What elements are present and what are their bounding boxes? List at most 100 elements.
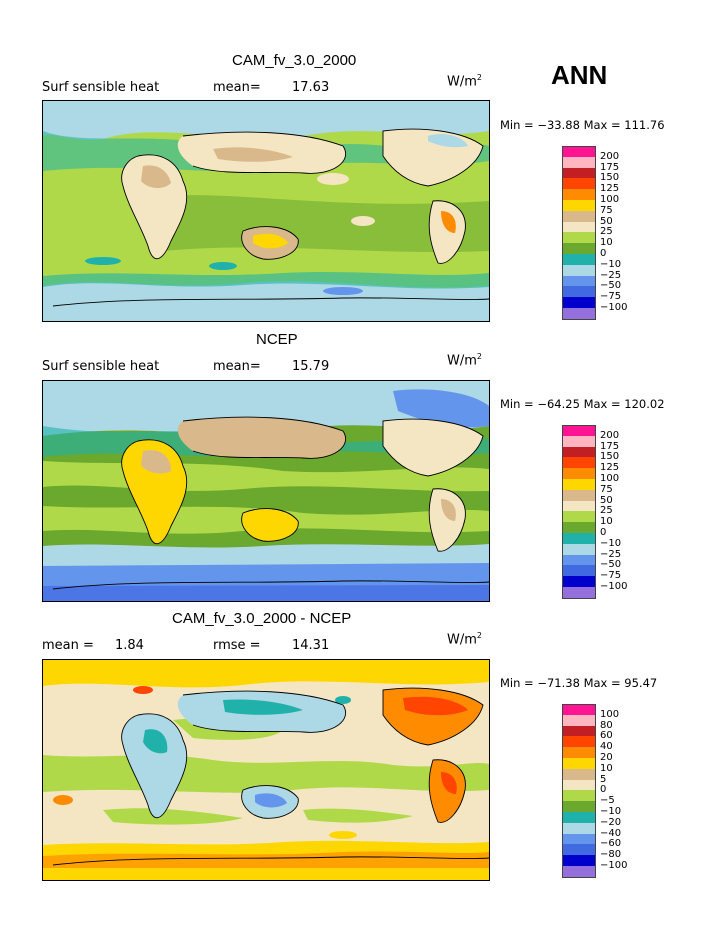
panel1-mean-value: 17.63 xyxy=(292,80,330,95)
legend-level-label: −75 xyxy=(600,291,622,303)
panel3-title: CAM_fv_3.0_2000 - NCEP xyxy=(172,610,352,627)
legend-swatch xyxy=(562,286,596,298)
legend-swatch xyxy=(562,189,596,200)
legend-level-label: 75 xyxy=(600,483,613,495)
legend-level-label: −100 xyxy=(600,860,628,871)
legend-level-label: −100 xyxy=(600,581,628,592)
legend-level-label: −40 xyxy=(600,827,622,839)
legend-level-label: 200 xyxy=(600,150,620,162)
legend-level-label: 150 xyxy=(600,451,620,463)
panel3-mean-label: mean = xyxy=(42,638,94,653)
legend-swatch xyxy=(562,844,596,856)
legend-level-label: −50 xyxy=(600,280,622,292)
legend-level-label: 25 xyxy=(600,505,613,517)
legend-level-label: −10 xyxy=(600,537,622,549)
legend-level-label: 175 xyxy=(600,440,620,452)
panel1-map xyxy=(42,100,490,322)
legend-swatch xyxy=(562,822,596,834)
legend-level-label: −20 xyxy=(600,816,622,828)
panel1-variable-label: Surf sensible heat xyxy=(42,80,160,95)
legend-level-label: 100 xyxy=(600,194,620,205)
legend-swatch xyxy=(562,790,596,802)
legend-level-label: −25 xyxy=(600,548,622,560)
legend-level-label: 100 xyxy=(600,708,620,720)
legend-swatch xyxy=(562,725,596,737)
legend-swatch xyxy=(562,210,596,222)
legend-swatch xyxy=(562,511,596,523)
legend-swatch xyxy=(562,308,596,320)
legend-swatch xyxy=(562,779,596,791)
legend-level-label: 0 xyxy=(600,248,607,259)
legend-swatch xyxy=(562,533,596,544)
panel2-map xyxy=(42,380,490,602)
legend-swatch xyxy=(562,264,596,276)
legend-swatch xyxy=(562,587,596,599)
legend-swatch xyxy=(562,457,596,469)
panel2-mean-value: 15.79 xyxy=(292,359,330,374)
panel1-mean-label: mean= xyxy=(213,80,261,95)
legend-swatch xyxy=(562,855,596,866)
legend-swatch xyxy=(562,500,596,512)
legend-swatch xyxy=(562,554,596,566)
legend-level-label: −25 xyxy=(600,269,622,281)
legend-level-label: 10 xyxy=(600,516,613,528)
panel3-legend: 100 80 60 40 20 10 5 0 −5 −10 −20 −40 −60 −80 −100 xyxy=(562,704,692,879)
legend-level-label: −100 xyxy=(600,302,628,313)
legend-level-label: −50 xyxy=(600,559,622,571)
legend-swatch xyxy=(562,833,596,845)
legend-level-label: 60 xyxy=(600,730,613,742)
panel1-units: W/m2 xyxy=(447,73,482,90)
panel1-legend: 200 175 150 125 100 75 50 25 10 0 −10 −25 −50 −75 −100 xyxy=(562,146,692,321)
legend-level-label: 150 xyxy=(600,172,620,184)
legend-swatch xyxy=(562,232,596,244)
legend-swatch xyxy=(562,714,596,726)
legend-swatch xyxy=(562,243,596,254)
legend-swatch xyxy=(562,565,596,577)
legend-level-label: −60 xyxy=(600,838,622,850)
panel3-map xyxy=(42,659,490,881)
legend-swatch xyxy=(562,801,596,812)
panel3-units: W/m2 xyxy=(447,631,482,648)
season-label: ANN xyxy=(551,60,608,90)
legend-swatch xyxy=(562,812,596,823)
panel2-units: W/m2 xyxy=(447,352,482,369)
panel3-mean-value: 1.84 xyxy=(115,638,144,653)
legend-level-label: 10 xyxy=(600,762,613,774)
legend-swatch xyxy=(562,736,596,748)
legend-swatch xyxy=(562,146,596,158)
panel3-rmse-value: 14.31 xyxy=(292,638,330,653)
legend-swatch xyxy=(562,468,596,479)
legend-level-label: −10 xyxy=(600,258,622,270)
panel2-minmax: Min = −64.25 Max = 120.02 xyxy=(500,397,665,411)
legend-level-label: 50 xyxy=(600,494,613,506)
legend-level-label: −80 xyxy=(600,849,622,861)
legend-level-label: 80 xyxy=(600,719,613,731)
panel2-variable-label: Surf sensible heat xyxy=(42,359,160,374)
legend-level-label: 175 xyxy=(600,161,620,173)
panel2-mean-label: mean= xyxy=(213,359,261,374)
legend-swatch xyxy=(562,768,596,780)
legend-swatch xyxy=(562,275,596,287)
legend-swatch xyxy=(562,479,596,490)
legend-swatch xyxy=(562,543,596,555)
panel2-title: NCEP xyxy=(256,331,298,348)
legend-level-label: 125 xyxy=(600,183,620,195)
legend-swatch xyxy=(562,425,596,437)
legend-swatch xyxy=(562,221,596,233)
legend-swatch xyxy=(562,156,596,168)
legend-swatch xyxy=(562,489,596,501)
legend-level-label: 10 xyxy=(600,237,613,249)
legend-swatch xyxy=(562,758,596,769)
legend-level-label: 50 xyxy=(600,215,613,227)
legend-level-label: −10 xyxy=(600,806,622,817)
legend-level-label: 0 xyxy=(600,527,607,538)
legend-level-label: 25 xyxy=(600,226,613,238)
legend-swatch xyxy=(562,576,596,587)
legend-swatch xyxy=(562,297,596,308)
panel2-legend: 200 175 150 125 100 75 50 25 10 0 −10 −25 −50 −75 −100 xyxy=(562,425,692,600)
legend-swatch xyxy=(562,167,596,179)
panel1-title: CAM_fv_3.0_2000 xyxy=(232,52,357,69)
legend-swatch xyxy=(562,435,596,447)
legend-level-label: −5 xyxy=(600,795,615,807)
legend-level-label: 20 xyxy=(600,752,613,763)
